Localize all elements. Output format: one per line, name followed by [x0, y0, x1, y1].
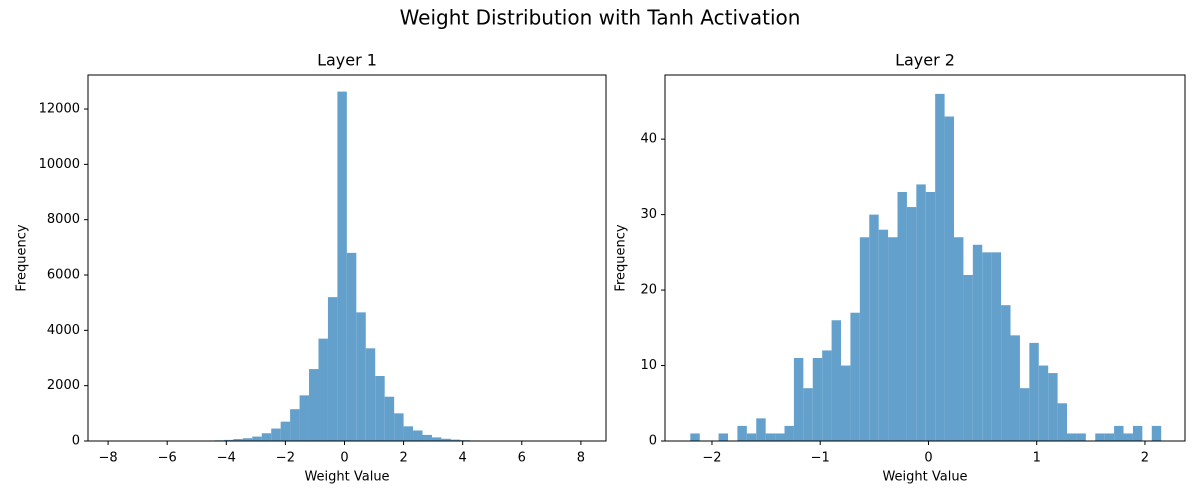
- bar: [935, 94, 944, 441]
- x-tick-label: 0: [340, 451, 348, 466]
- y-tick-label: 6000: [47, 268, 80, 283]
- bar: [271, 429, 280, 441]
- bar: [775, 433, 784, 441]
- bar: [300, 395, 309, 441]
- x-axis-label: Weight Value: [304, 470, 389, 485]
- y-tick-label: 0: [72, 434, 80, 449]
- bar: [879, 230, 888, 441]
- bar: [850, 313, 859, 441]
- bar: [290, 409, 299, 441]
- bar: [252, 437, 261, 441]
- bar: [1067, 433, 1076, 441]
- bar: [766, 433, 775, 441]
- x-tick-label: 8: [577, 451, 585, 466]
- bar: [841, 366, 850, 441]
- bar: [963, 275, 972, 441]
- bar: [803, 388, 812, 441]
- bar: [385, 397, 394, 441]
- bar: [318, 339, 327, 441]
- y-tick-label: 0: [649, 434, 657, 449]
- bar: [1076, 433, 1085, 441]
- bar: [1105, 433, 1114, 441]
- bar: [328, 297, 337, 441]
- bar: [869, 215, 878, 441]
- y-tick-label: 20: [640, 283, 657, 298]
- x-tick-label: 2: [1141, 451, 1149, 466]
- x-tick-label: −4: [217, 451, 236, 466]
- bar: [1001, 305, 1010, 441]
- bar: [916, 184, 925, 441]
- bar: [1058, 403, 1067, 441]
- bar: [756, 418, 765, 441]
- y-tick-label: 10000: [39, 157, 80, 172]
- bar: [375, 376, 384, 441]
- x-tick-label: −6: [158, 451, 177, 466]
- bar: [888, 237, 897, 441]
- bar: [832, 320, 841, 441]
- bar: [719, 433, 728, 441]
- bar: [281, 422, 290, 441]
- y-tick-label: 40: [640, 132, 657, 147]
- axes-title: Layer 1: [317, 51, 377, 70]
- bar: [1011, 335, 1020, 441]
- bar: [1029, 343, 1038, 441]
- bar: [1095, 433, 1104, 441]
- bar: [794, 358, 803, 441]
- y-axis-label: Frequency: [614, 224, 629, 291]
- bar: [822, 350, 831, 441]
- bar: [347, 253, 356, 441]
- x-tick-label: 0: [924, 451, 932, 466]
- axes-title: Layer 2: [895, 51, 955, 70]
- bar: [785, 426, 794, 441]
- bar: [404, 426, 413, 441]
- x-tick-label: −2: [702, 451, 721, 466]
- y-axis-label: Frequency: [15, 224, 30, 291]
- bar: [1114, 426, 1123, 441]
- bar: [813, 358, 822, 441]
- y-tick-label: 30: [640, 207, 657, 222]
- bar: [432, 437, 441, 441]
- bar: [926, 192, 935, 441]
- x-tick-label: −1: [811, 451, 830, 466]
- x-tick-label: 1: [1033, 451, 1041, 466]
- bar: [737, 426, 746, 441]
- bar: [954, 237, 963, 441]
- x-tick-label: −2: [276, 451, 295, 466]
- bar: [690, 433, 699, 441]
- x-tick-label: 6: [518, 451, 526, 466]
- bar: [945, 117, 954, 441]
- y-tick-label: 4000: [47, 323, 80, 338]
- bar: [973, 245, 982, 441]
- bar: [1020, 388, 1029, 441]
- bar: [1152, 426, 1161, 441]
- x-tick-label: 2: [399, 451, 407, 466]
- bar: [262, 433, 271, 441]
- bar: [413, 430, 422, 441]
- x-axis-label: Weight Value: [882, 470, 967, 485]
- y-tick-label: 10: [640, 358, 657, 373]
- bar: [992, 252, 1001, 441]
- figure-title: Weight Distribution with Tanh Activation: [400, 6, 801, 30]
- bar: [1048, 373, 1057, 441]
- bar: [337, 92, 346, 441]
- bar: [1133, 426, 1142, 441]
- bar: [898, 192, 907, 441]
- bar: [982, 252, 991, 441]
- bar: [356, 312, 365, 441]
- y-tick-label: 12000: [39, 102, 80, 117]
- bar: [422, 435, 431, 441]
- bar: [309, 369, 318, 441]
- bar: [747, 433, 756, 441]
- bar: [1039, 366, 1048, 441]
- bar: [860, 237, 869, 441]
- y-tick-label: 2000: [47, 378, 80, 393]
- bar: [366, 348, 375, 441]
- bar: [394, 413, 403, 441]
- bar: [907, 207, 916, 441]
- bar: [1124, 433, 1133, 441]
- x-tick-label: 4: [459, 451, 467, 466]
- x-tick-label: −8: [99, 451, 118, 466]
- y-tick-label: 8000: [47, 212, 80, 227]
